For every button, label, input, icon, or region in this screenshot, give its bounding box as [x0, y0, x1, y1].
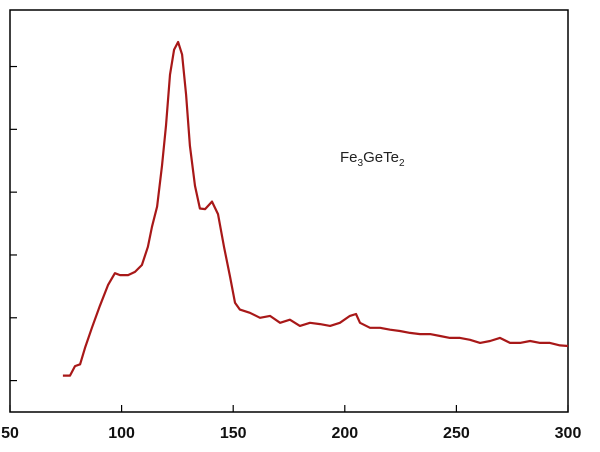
x-tick-label: 300: [555, 425, 582, 442]
x-tick-label: 250: [443, 425, 470, 442]
data-line: [62, 40, 569, 377]
annotation: Fe3GeTe2: [340, 149, 405, 169]
x-tick-label: 200: [331, 425, 358, 442]
annotation-subscript: 3: [358, 158, 364, 169]
plot-frame: [9, 9, 569, 413]
annotation-part: GeTe: [363, 149, 399, 166]
annotation-subscript: 2: [399, 158, 405, 169]
x-tick-label: 50: [1, 425, 19, 442]
x-tick-label: 150: [220, 425, 247, 442]
annotation-part: Fe: [340, 149, 358, 166]
x-tick-label: 100: [108, 425, 135, 442]
